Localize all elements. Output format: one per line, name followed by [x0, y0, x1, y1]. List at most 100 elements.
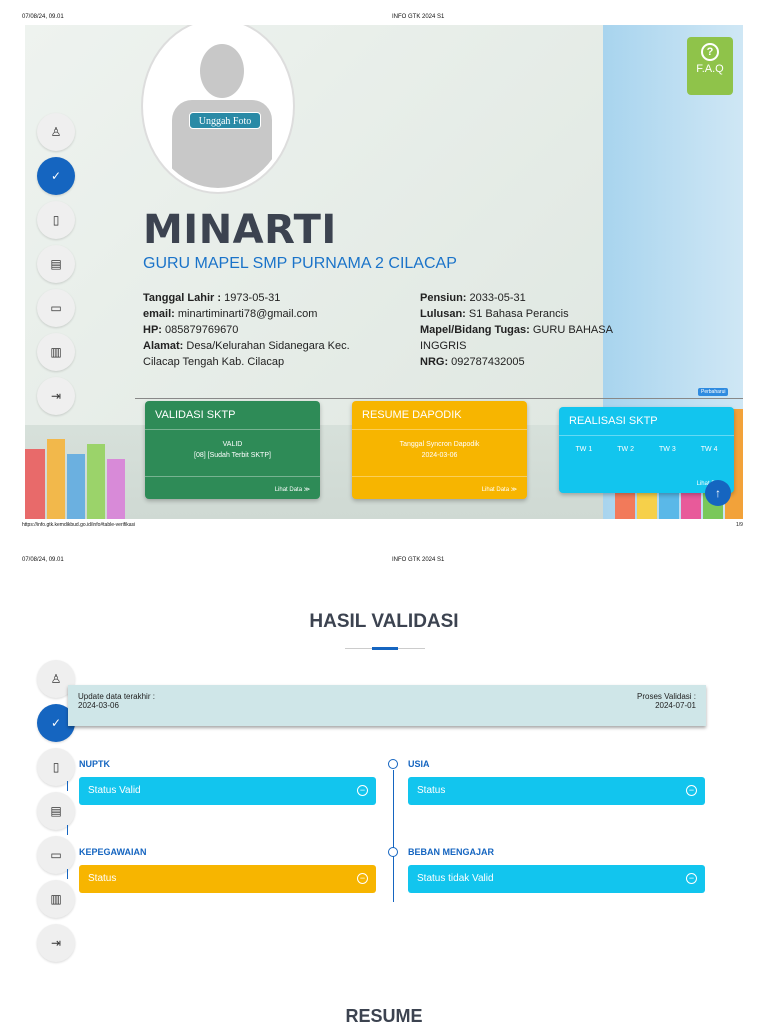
print-title: INFO GTK 2024 S1	[392, 14, 445, 20]
minus-circle-icon: −	[357, 785, 368, 796]
check-icon: ✓	[50, 716, 62, 730]
upload-photo-button[interactable]: Unggah Foto	[189, 112, 261, 129]
profile-photo: Unggah Foto	[143, 25, 293, 192]
timeline-tick	[67, 869, 68, 879]
check-icon: ✓	[50, 169, 62, 183]
tw-item: TW 4	[700, 446, 718, 453]
timeline-node	[388, 759, 398, 769]
nav-validation-button[interactable]: ✓	[37, 157, 75, 195]
question-icon: ?	[701, 43, 719, 61]
beban-mengajar-status-bar[interactable]: Status tidak Valid −	[408, 865, 705, 893]
timeline-tick	[67, 825, 68, 835]
update-button[interactable]: Perbaharui	[698, 388, 729, 396]
chalkboard-background	[25, 25, 645, 425]
print-url: https://info.gtk.kemdikbud.go.id/info#ta…	[22, 522, 136, 528]
avatar-head	[200, 44, 244, 98]
nav-folder-button[interactable]: ▭	[37, 289, 75, 327]
validasi-sktp-card: VALIDASI SKTP VALID [08] [Sudah Terbit S…	[145, 401, 320, 499]
kepegawaian-status-bar[interactable]: Status −	[79, 865, 376, 893]
resume-view-link[interactable]: Lihat Data ≫	[481, 487, 517, 493]
tw-item: TW 1	[575, 446, 593, 453]
nav-logout-button[interactable]: ⇥	[37, 377, 75, 415]
file-icon: ▯	[52, 760, 60, 774]
resume-title: RESUME	[345, 1006, 423, 1026]
file-icon: ▯	[52, 213, 60, 227]
profile-hero: Unggah Foto ? F.A.Q MINARTI GURU MAPEL S…	[25, 25, 743, 519]
resume-card-title: RESUME DAPODIK	[352, 401, 527, 430]
minus-circle-icon: −	[686, 873, 697, 884]
validasi-status: VALID	[222, 441, 243, 448]
subject-row: Mapel/Bidang Tugas: GURU BAHASA INGGRIS	[420, 324, 613, 352]
resume-card-body: Tanggal Syncron Dapodik 2024-03-06	[352, 430, 527, 470]
faq-button[interactable]: ? F.A.Q	[687, 37, 733, 95]
hasil-validasi-title: HASIL VALIDASI	[309, 611, 459, 632]
section-divider	[135, 398, 743, 399]
nav-document-button[interactable]: ▯	[37, 748, 75, 786]
beban-mengajar-label: BEBAN MENGAJAR	[408, 847, 495, 857]
card-footer-line	[145, 476, 320, 477]
logout-icon: ⇥	[50, 389, 62, 403]
nav-profile-button[interactable]: ♙	[37, 113, 75, 151]
process-label: Proses Validasi :	[637, 692, 696, 701]
tw-item: TW 2	[617, 446, 634, 453]
archive-icon: ▥	[50, 892, 62, 906]
birthdate-row: Tanggal Lahir : 1973-05-31	[143, 292, 281, 304]
nav-card-button[interactable]: ▤	[37, 245, 75, 283]
timeline-tick	[67, 781, 68, 791]
sync-date: 2024-03-06	[421, 452, 458, 459]
realisasi-card-title: REALISASI SKTP	[559, 407, 734, 436]
profile-info-right: Pensiun: 2033-05-31 Lulusan: S1 Bahasa P…	[420, 290, 640, 370]
validasi-card-body: VALID [08] [Sudah Terbit SKTP]	[145, 430, 320, 470]
tw-list: TW 1 TW 2 TW 3 TW 4	[559, 436, 734, 463]
nuptk-label: NUPTK	[79, 759, 110, 769]
sync-label: Tanggal Syncron Dapodik	[399, 441, 480, 448]
minus-circle-icon: −	[686, 785, 697, 796]
validasi-card-title: VALIDASI SKTP	[145, 401, 320, 430]
print-page-number: 1/9	[736, 522, 743, 528]
print-datetime: 07/08/24, 09.01	[22, 14, 64, 20]
address-row: Alamat: Desa/Kelurahan Sidanegara Kec. C…	[143, 340, 350, 368]
phone-row: HP: 085879769670	[143, 324, 239, 336]
print-datetime: 07/08/24, 09.01	[22, 557, 64, 563]
nav-archive-button[interactable]: ▥	[37, 880, 75, 918]
process-info: Proses Validasi : 2024-07-01	[637, 692, 696, 710]
resume-dapodik-card: RESUME DAPODIK Tanggal Syncron Dapodik 2…	[352, 401, 527, 499]
nav-document-button[interactable]: ▯	[37, 201, 75, 239]
profile-info-left: Tanggal Lahir : 1973-05-31 email: minart…	[143, 290, 383, 370]
update-info-box: Update data terakhir : 2024-03-06 Proses…	[68, 685, 706, 726]
side-navigation: ♙ ✓ ▯ ▤ ▭ ▥ ⇥	[37, 113, 75, 421]
archive-icon: ▥	[50, 345, 62, 359]
kepegawaian-label: KEPEGAWAIAN	[79, 847, 147, 857]
minus-circle-icon: −	[357, 873, 368, 884]
kepegawaian-status: Status	[88, 873, 117, 884]
email-row: email: minartiminarti78@gmail.com	[143, 308, 318, 320]
nrg-row: NRG: 092787432005	[420, 356, 525, 368]
nav-folder-button[interactable]: ▭	[37, 836, 75, 874]
folder-icon: ▭	[50, 848, 62, 862]
usia-status-bar[interactable]: Status −	[408, 777, 705, 805]
arrow-up-icon: ↑	[715, 486, 721, 500]
profile-name: MINARTI	[143, 207, 337, 253]
process-value: 2024-07-01	[655, 701, 696, 710]
user-icon: ♙	[50, 125, 62, 139]
card-footer-line	[352, 476, 527, 477]
nav-card-button[interactable]: ▤	[37, 792, 75, 830]
scroll-top-button[interactable]: ↑	[705, 480, 731, 506]
validasi-view-link[interactable]: Lihat Data ≫	[274, 487, 310, 493]
validasi-detail: [08] [Sudah Terbit SKTP]	[194, 452, 271, 459]
update-value: 2024-03-06	[78, 701, 119, 710]
id-card-icon: ▤	[50, 257, 62, 271]
beban-mengajar-status: Status tidak Valid	[417, 873, 494, 884]
timeline-line	[393, 770, 394, 902]
logout-icon: ⇥	[50, 936, 62, 950]
nav-archive-button[interactable]: ▥	[37, 333, 75, 371]
update-label: Update data terakhir :	[78, 692, 155, 701]
nav-logout-button[interactable]: ⇥	[37, 924, 75, 962]
usia-label: USIA	[408, 759, 430, 769]
education-row: Lulusan: S1 Bahasa Perancis	[420, 308, 569, 320]
nuptk-status-bar[interactable]: Status Valid −	[79, 777, 376, 805]
nuptk-status: Status Valid	[88, 785, 141, 796]
faq-label: F.A.Q	[696, 63, 724, 75]
id-card-icon: ▤	[50, 804, 62, 818]
usia-status: Status	[417, 785, 446, 796]
